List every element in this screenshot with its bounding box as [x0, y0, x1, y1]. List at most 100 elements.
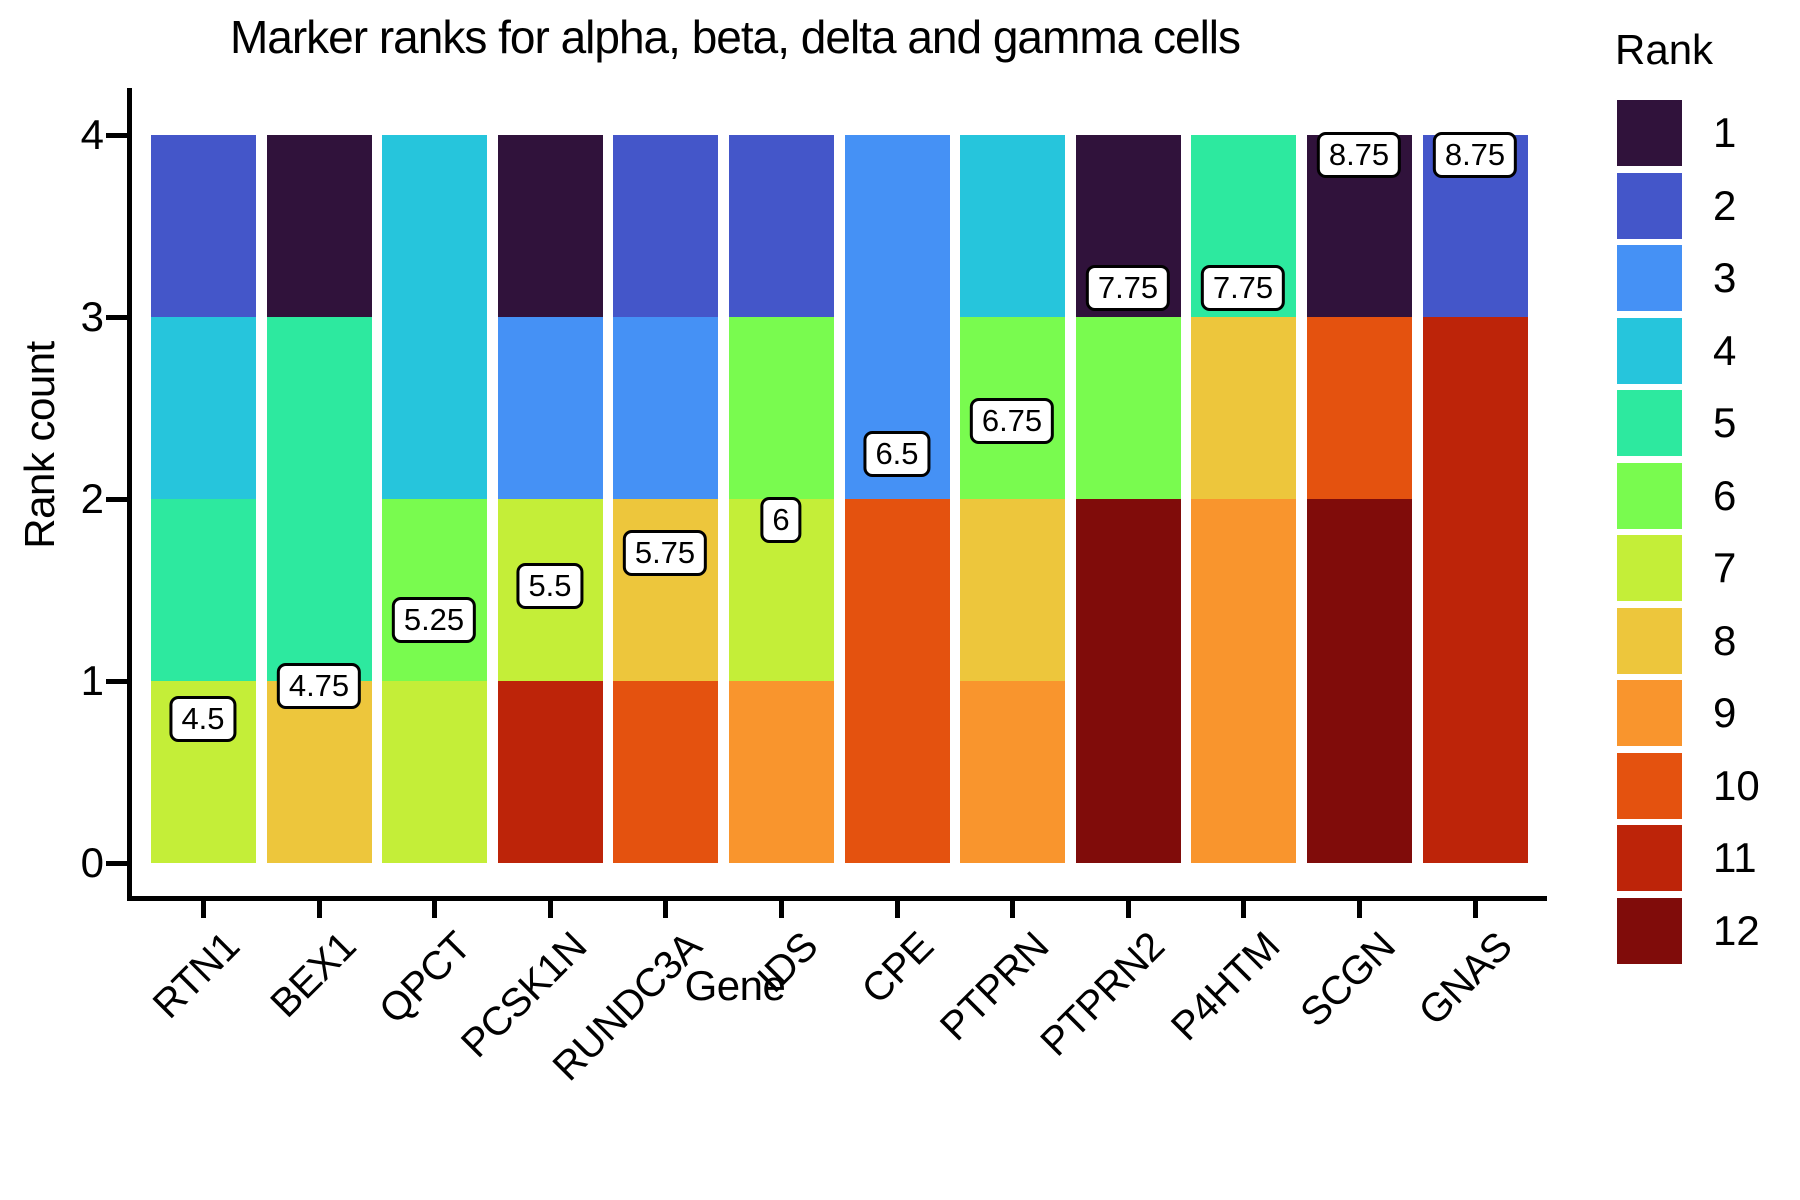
- legend-swatch-rank-1: [1617, 100, 1682, 166]
- legend-rank-label: 5: [1713, 399, 1737, 446]
- bar-segment-rank-8: [1191, 317, 1296, 499]
- bar-segment-rank-3: [613, 317, 718, 499]
- bar-segment-rank-1: [267, 135, 372, 317]
- mean-rank-label: 4.75: [276, 663, 362, 709]
- y-tick-mark: [106, 496, 128, 502]
- legend-swatch-rank-12: [1617, 898, 1682, 964]
- x-tick-mark: [662, 898, 668, 918]
- x-tick-mark: [1240, 898, 1246, 918]
- mean-rank-label: 6: [760, 497, 802, 543]
- legend-rank-label: 8: [1713, 617, 1737, 664]
- x-tick-mark: [778, 898, 784, 918]
- x-axis-spine: [127, 896, 1547, 901]
- bar-segment-rank-6: [729, 317, 834, 499]
- x-tick-mark: [894, 898, 900, 918]
- bar-column: [1191, 135, 1296, 863]
- bar-segment-rank-2: [151, 135, 256, 317]
- bar-column: [267, 135, 372, 863]
- legend-swatch-rank-7: [1617, 535, 1682, 601]
- bar-segment-rank-5: [151, 499, 256, 681]
- gene-tick-label: GNAS: [1410, 924, 1521, 1034]
- bar-segment-rank-9: [729, 681, 834, 863]
- bar-segment-rank-10: [613, 681, 718, 863]
- bar-segment-rank-11: [1423, 499, 1528, 681]
- bar-segment-rank-6: [1076, 317, 1181, 499]
- y-tick-label: 3: [80, 293, 104, 340]
- bar-segment-rank-4: [382, 135, 487, 317]
- bar-segment-rank-4: [151, 317, 256, 499]
- bar-segment-rank-8: [267, 681, 372, 863]
- bar-segment-rank-4: [382, 317, 487, 499]
- bar-segment-rank-9: [1191, 499, 1296, 681]
- bar-segment-rank-12: [1076, 499, 1181, 681]
- mean-rank-label: 5.75: [622, 530, 708, 576]
- bar-segment-rank-7: [382, 681, 487, 863]
- bar-segment-rank-12: [1307, 681, 1412, 863]
- bar-segment-rank-9: [960, 681, 1065, 863]
- bar-segment-rank-3: [498, 317, 603, 499]
- x-tick-mark: [200, 898, 206, 918]
- bar-segment-rank-10: [1307, 317, 1412, 499]
- mean-rank-label: 7.75: [1200, 265, 1286, 311]
- legend-rank-label: 12: [1713, 907, 1760, 954]
- bar-column: [845, 135, 950, 863]
- bar-segment-rank-10: [845, 681, 950, 863]
- mean-rank-label: 8.75: [1316, 132, 1402, 178]
- legend-rank-label: 6: [1713, 472, 1737, 519]
- chart-title: Marker ranks for alpha, beta, delta and …: [229, 11, 1241, 63]
- y-tick-mark: [106, 132, 128, 138]
- mean-rank-label: 4.5: [169, 696, 237, 742]
- y-tick-mark: [106, 678, 128, 684]
- bar-segment-rank-5: [267, 317, 372, 499]
- y-tick-label: 2: [80, 475, 104, 522]
- legend-swatch-rank-4: [1617, 318, 1682, 384]
- x-tick-mark: [1356, 898, 1362, 918]
- mean-rank-label: 5.5: [516, 563, 584, 609]
- x-tick-mark: [1009, 898, 1015, 918]
- legend-rank-label: 4: [1713, 327, 1737, 374]
- x-tick-mark: [547, 898, 553, 918]
- legend-rank-label: 1: [1713, 109, 1737, 156]
- bar-column: [613, 135, 718, 863]
- legend-swatch-rank-11: [1617, 825, 1682, 891]
- x-tick-mark: [316, 898, 322, 918]
- x-tick-mark: [431, 898, 437, 918]
- legend-swatch-rank-5: [1617, 390, 1682, 456]
- bar-segment-rank-6: [382, 499, 487, 681]
- bar-segment-rank-8: [960, 499, 1065, 681]
- bar-segment-rank-12: [1076, 681, 1181, 863]
- x-tick-mark: [1472, 898, 1478, 918]
- bar-segment-rank-10: [845, 499, 950, 681]
- bar-segment-rank-11: [498, 681, 603, 863]
- legend-swatch-rank-8: [1617, 608, 1682, 674]
- mean-rank-label: 5.25: [391, 597, 477, 643]
- y-tick-mark: [106, 860, 128, 866]
- bar-column: [498, 135, 603, 863]
- legend-rank-label: 7: [1713, 544, 1737, 591]
- bar-segment-rank-11: [1423, 681, 1528, 863]
- bar-segment-rank-3: [845, 135, 950, 317]
- bar-segment-rank-11: [1423, 317, 1528, 499]
- bar-segment-rank-12: [1307, 499, 1412, 681]
- bar-segment-rank-5: [267, 499, 372, 681]
- bar-column: [1423, 135, 1528, 863]
- bar-column: [1076, 135, 1181, 863]
- mean-rank-label: 6.75: [969, 398, 1055, 444]
- mean-rank-label: 6.5: [863, 431, 931, 477]
- legend-rank-label: 10: [1713, 762, 1760, 809]
- bar-segment-rank-2: [729, 135, 834, 317]
- legend-swatch-rank-3: [1617, 245, 1682, 311]
- legend-rank-label: 2: [1713, 182, 1737, 229]
- legend-rank-label: 9: [1713, 689, 1737, 736]
- x-axis-label: Gene: [684, 962, 786, 1009]
- x-tick-mark: [1125, 898, 1131, 918]
- legend-swatch-rank-6: [1617, 463, 1682, 529]
- y-tick-label: 0: [80, 839, 104, 886]
- bar-segment-rank-8: [613, 499, 718, 681]
- mean-rank-label: 8.75: [1432, 132, 1518, 178]
- legend-title: Rank: [1615, 26, 1714, 73]
- bar-column: [151, 135, 256, 863]
- y-tick-mark: [106, 314, 128, 320]
- bar-segment-rank-1: [498, 135, 603, 317]
